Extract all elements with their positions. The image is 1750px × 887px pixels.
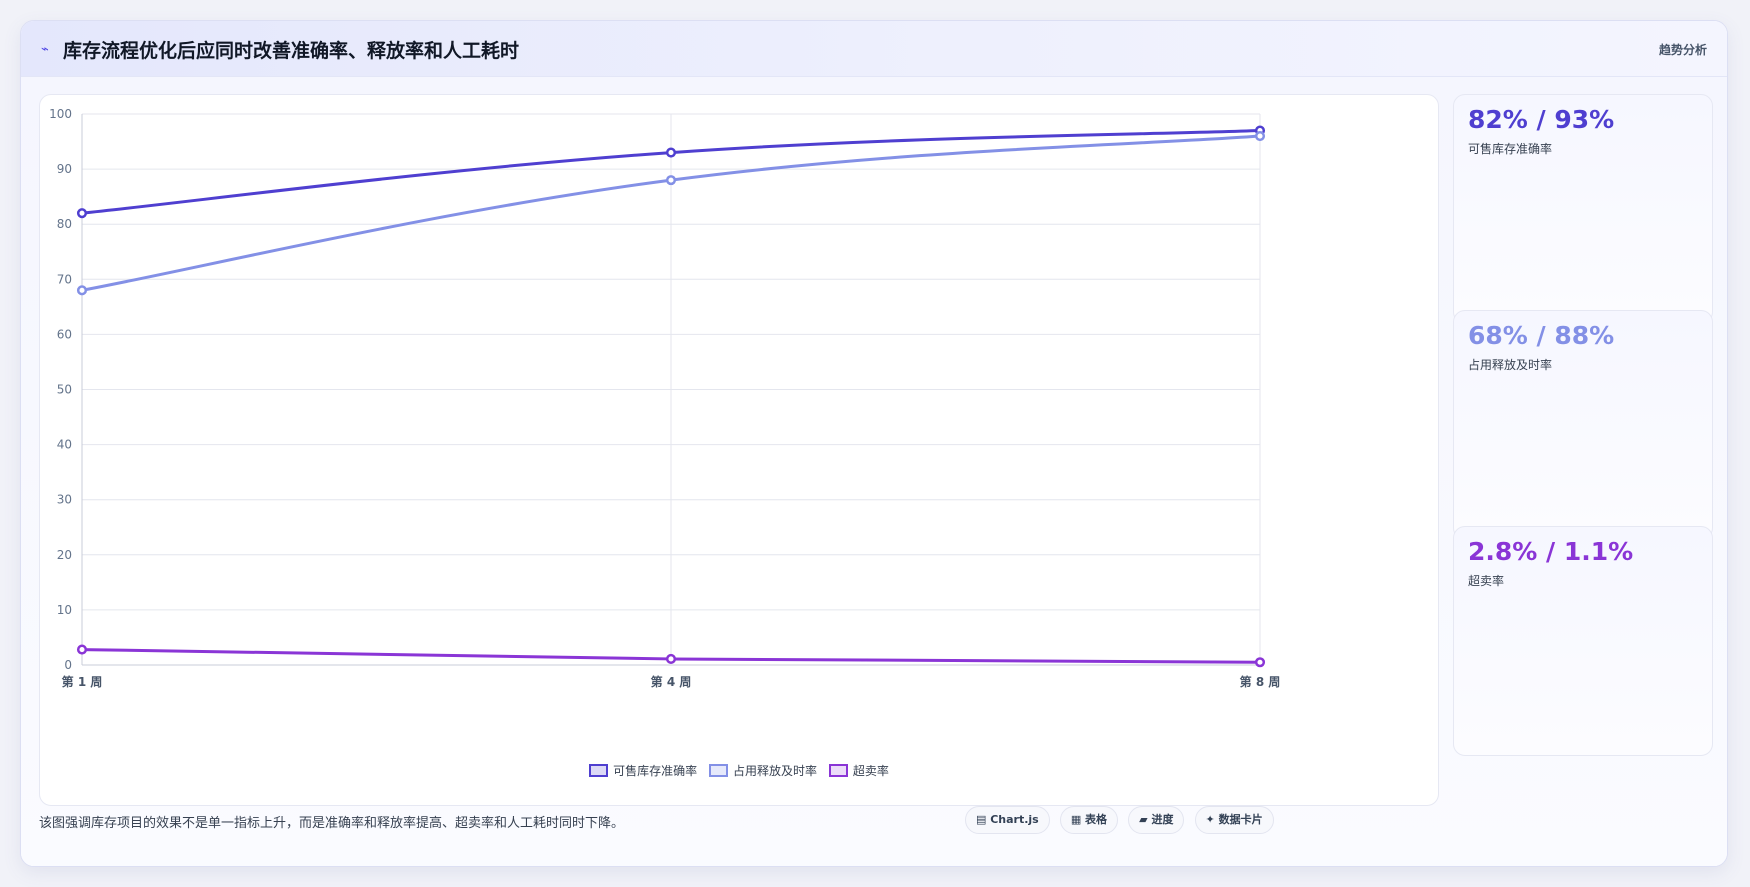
footer-note: 该图强调库存项目的效果不是单一指标上升，而是准确率和释放率提高、超卖率和人工耗时… xyxy=(39,816,625,831)
pill-progress[interactable]: ▰ 进度 xyxy=(1128,806,1185,834)
kpi-label-release: 占用释放及时率 xyxy=(1468,358,1553,372)
kpi-card-accuracy: 82% / 93% 可售库存准确率 xyxy=(1453,94,1713,324)
chart-legend: 可售库存准确率 占用释放及时率 超卖率 xyxy=(40,762,1438,779)
data-point xyxy=(665,653,677,664)
pill-chartjs[interactable]: ▤ Chart.js xyxy=(965,806,1050,834)
y-tick-label: 30 xyxy=(57,493,72,507)
data-point xyxy=(1254,130,1266,142)
legend-label-accuracy: 可售库存准确率 xyxy=(613,764,698,778)
kpi-label-accuracy: 可售库存准确率 xyxy=(1468,142,1553,156)
x-tick-label: 第 1 周 xyxy=(62,674,103,689)
y-tick-label: 60 xyxy=(57,327,72,341)
trend-icon: ⌁ xyxy=(41,42,49,57)
card-body: 0 10 20 30 40 50 60 70 80 90 100 第 1 周 第 4 周 第 8 周 可售… xyxy=(21,77,1727,866)
legend-swatch-release xyxy=(708,764,728,777)
card-header: ⌁ 库存流程优化后应同时改善准确率、释放率和人工耗时 趋势分析 xyxy=(21,21,1727,77)
kpi-value-accuracy: 82% / 93% xyxy=(1468,105,1615,134)
y-tick-label: 40 xyxy=(57,438,72,452)
legend-item-accuracy[interactable]: 可售库存准确率 xyxy=(589,762,697,779)
data-point xyxy=(665,147,677,158)
kpi-value-oversell: 2.8% / 1.1% xyxy=(1468,537,1634,566)
pill-table[interactable]: ▦ 表格 xyxy=(1059,806,1119,834)
kpi-card-oversell: 2.8% / 1.1% 超卖率 xyxy=(1453,526,1713,756)
kpi-label-oversell: 超卖率 xyxy=(1468,574,1505,588)
line-chart: 0 10 20 30 40 50 60 70 80 90 100 第 1 周 第 4 周 第 8 周 xyxy=(49,107,1281,689)
legend-label-oversell: 超卖率 xyxy=(852,764,889,778)
legend-item-oversell[interactable]: 超卖率 xyxy=(828,762,889,779)
data-point xyxy=(76,208,88,219)
chart-panel: 0 10 20 30 40 50 60 70 80 90 100 第 1 周 第 4 周 第 8 周 可售… xyxy=(39,94,1439,806)
y-tick-label: 50 xyxy=(57,383,72,397)
kpi-value-release: 68% / 88% xyxy=(1468,321,1615,350)
data-point xyxy=(76,644,88,655)
legend-label-release: 占用释放及时率 xyxy=(732,764,817,778)
y-tick-label: 20 xyxy=(57,548,72,562)
dashboard-card: ⌁ 库存流程优化后应同时改善准确率、释放率和人工耗时 趋势分析 0 10 20 30 4… xyxy=(20,20,1728,867)
analysis-tag: 趋势分析 xyxy=(1658,43,1707,57)
data-point xyxy=(76,285,88,296)
x-tick-label: 第 4 周 xyxy=(651,674,692,689)
y-tick-label: 70 xyxy=(57,272,72,286)
data-point xyxy=(665,175,677,186)
y-tick-label: 80 xyxy=(57,217,72,231)
legend-item-release[interactable]: 占用释放及时率 xyxy=(708,762,817,779)
legend-swatch-accuracy xyxy=(589,764,609,777)
y-tick-label: 90 xyxy=(57,162,72,176)
legend-swatch-oversell xyxy=(828,764,848,777)
pill-data-card[interactable]: ✦ 数据卡片 xyxy=(1194,806,1274,834)
tech-pills: ▤ Chart.js ▦ 表格 ▰ 进度 ✦ 数据卡片 xyxy=(965,806,1279,834)
card-title: 库存流程优化后应同时改善准确率、释放率和人工耗时 xyxy=(63,40,520,62)
data-point xyxy=(1254,657,1266,668)
y-tick-label: 10 xyxy=(57,603,72,617)
y-tick-label: 100 xyxy=(49,107,72,121)
y-tick-label: 0 xyxy=(64,658,72,672)
kpi-card-release: 68% / 88% 占用释放及时率 xyxy=(1453,310,1713,540)
x-tick-label: 第 8 周 xyxy=(1240,674,1281,689)
